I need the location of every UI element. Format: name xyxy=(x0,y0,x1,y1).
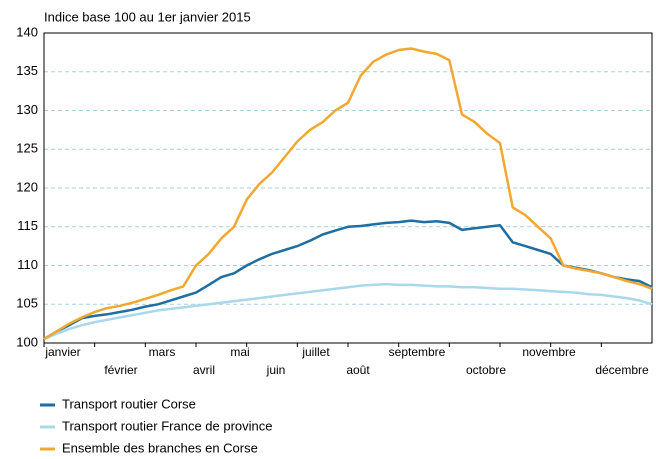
y-tick-label: 135 xyxy=(16,63,38,78)
series-line xyxy=(43,219,653,341)
legend-label: Ensemble des branches en Corse xyxy=(62,440,258,455)
x-tick-label: juillet xyxy=(301,345,330,359)
x-tick-label: novembre xyxy=(522,345,576,359)
x-tick-label: septembre xyxy=(389,345,446,359)
legend-label: Transport routier France de province xyxy=(62,418,273,433)
y-tick-label: 105 xyxy=(16,296,38,311)
x-tick-label: octobre xyxy=(466,363,506,377)
series-line xyxy=(43,282,653,341)
y-tick-label: 120 xyxy=(16,179,38,194)
x-tick-label: février xyxy=(104,363,137,377)
x-tick-label: mars xyxy=(149,345,176,359)
y-tick-label: 115 xyxy=(17,218,38,233)
y-tick-label: 140 xyxy=(16,24,38,39)
series-line xyxy=(43,47,653,341)
y-tick-label: 125 xyxy=(16,141,38,156)
legend-label: Transport routier Corse xyxy=(62,396,196,411)
y-tick-label: 110 xyxy=(17,257,38,272)
y-tick-label: 100 xyxy=(16,334,38,349)
chart-title: Indice base 100 au 1er janvier 2015 xyxy=(44,9,251,24)
x-tick-label: janvier xyxy=(44,345,80,359)
x-tick-label: décembre xyxy=(595,363,649,377)
x-tick-label: août xyxy=(346,363,370,377)
x-tick-label: mai xyxy=(230,345,249,359)
y-tick-label: 130 xyxy=(16,102,38,117)
x-tick-label: avril xyxy=(193,363,215,377)
x-tick-label: juin xyxy=(266,363,286,377)
